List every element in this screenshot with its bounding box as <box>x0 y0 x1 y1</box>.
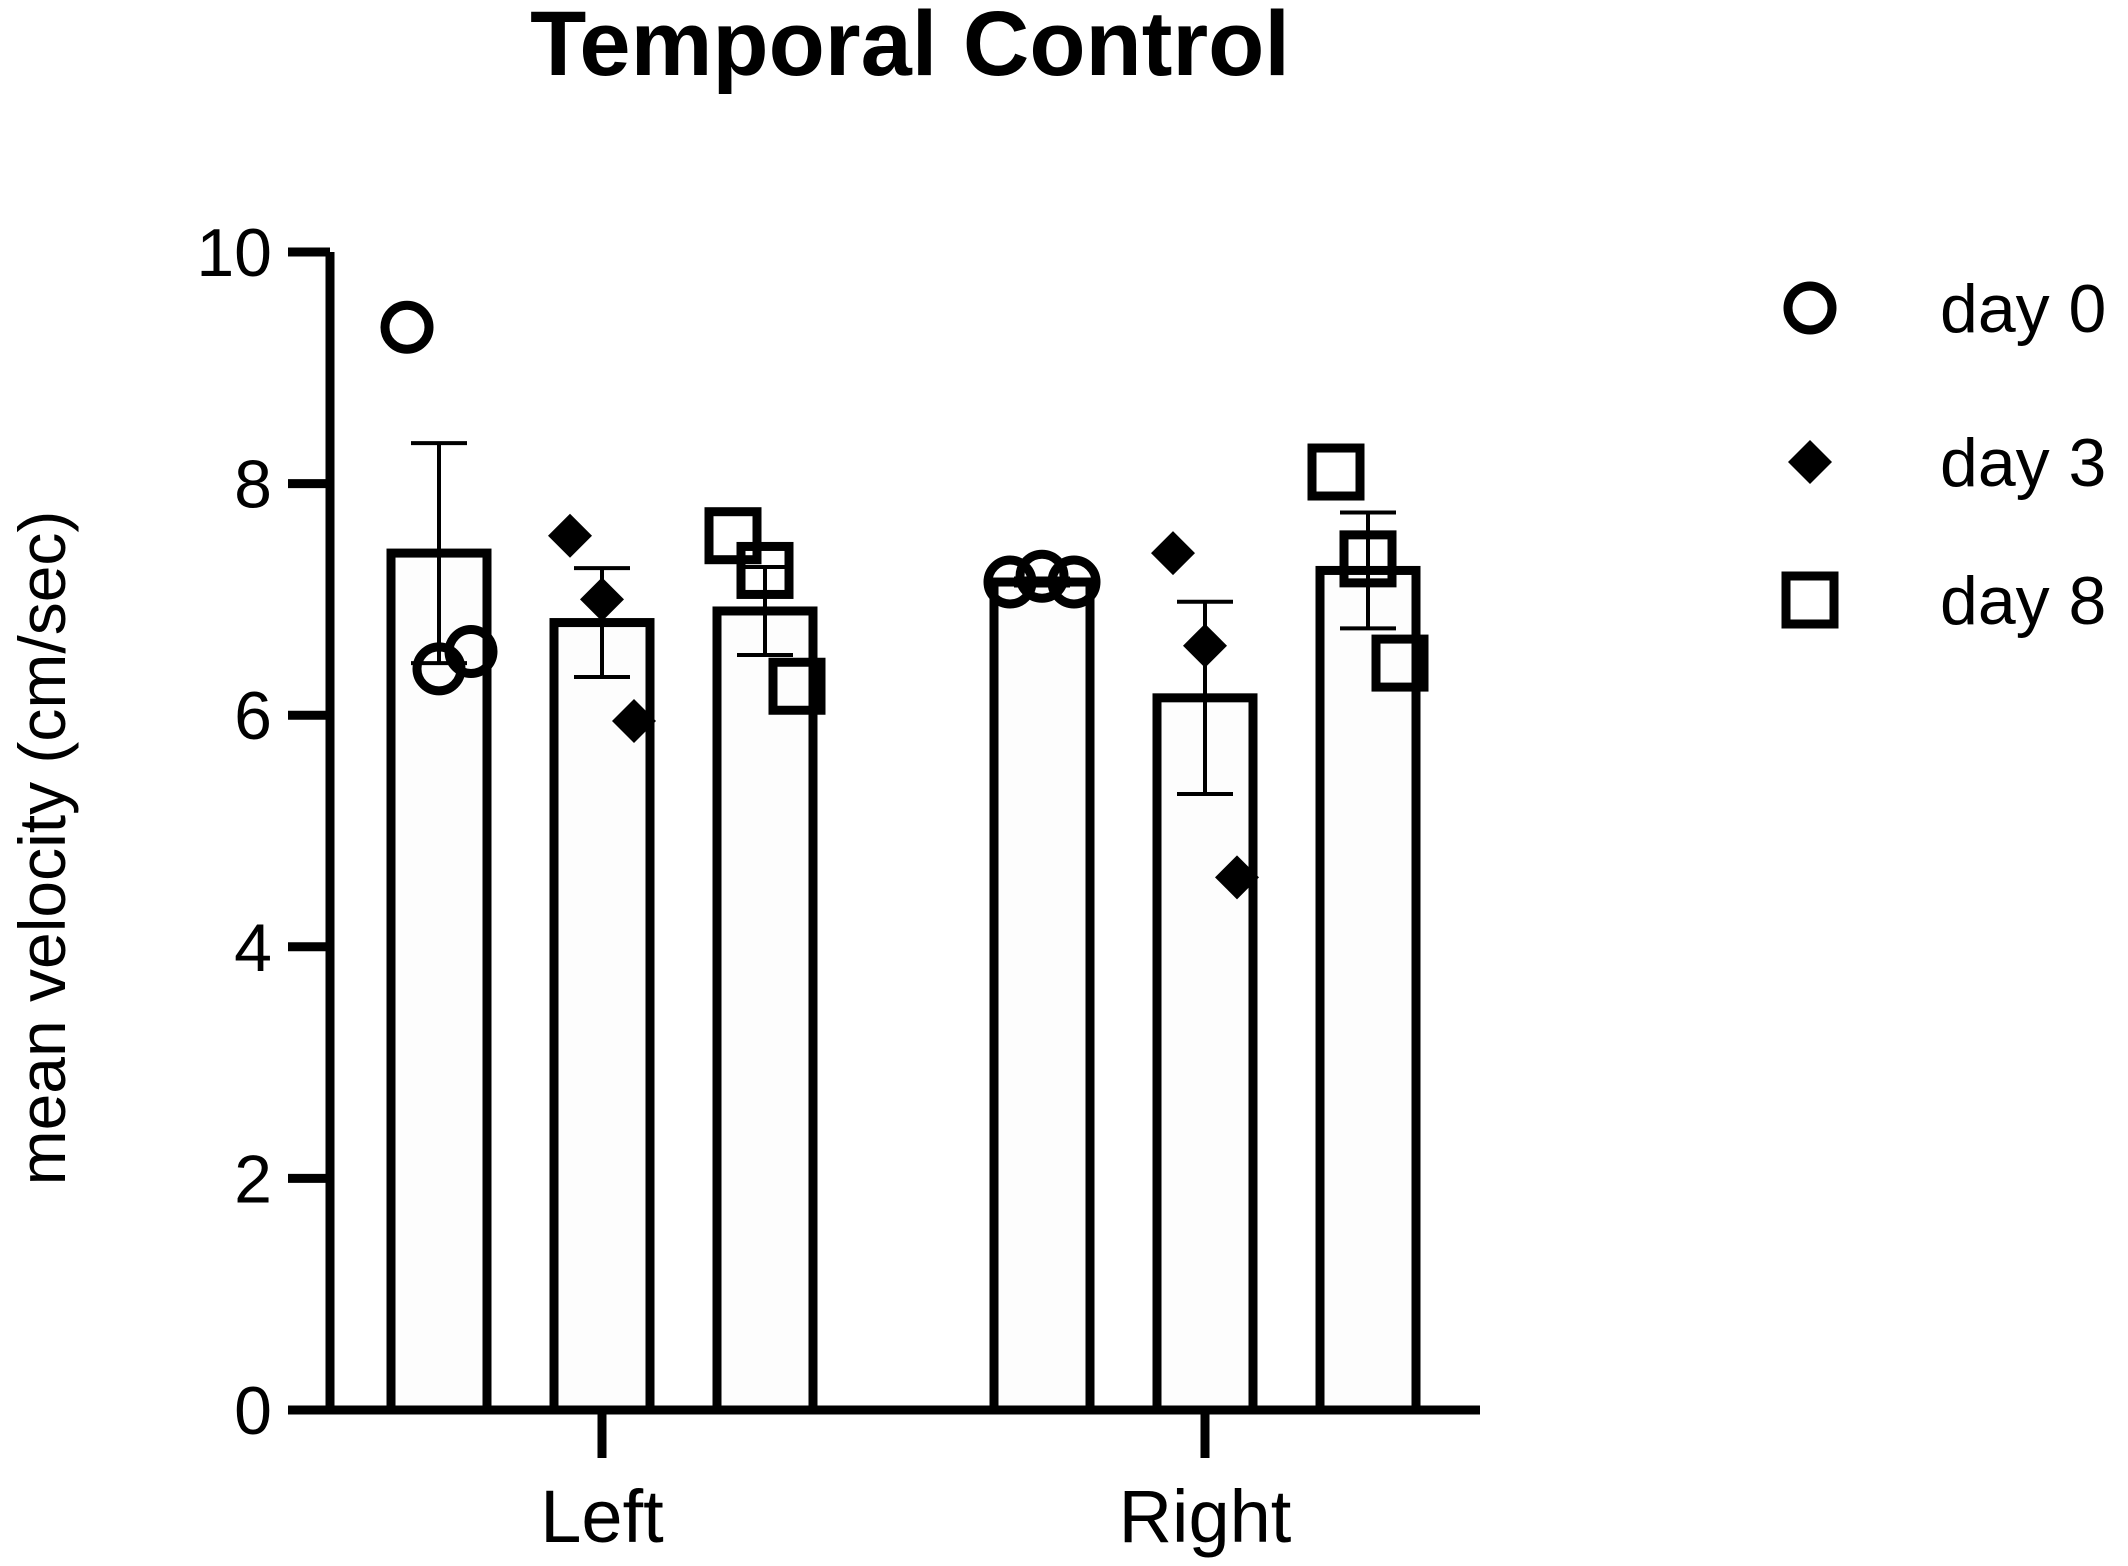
point-right-day8 <box>1339 530 1397 588</box>
bar-right-day0 <box>989 577 1095 1415</box>
bar-left-day3 <box>549 618 655 1415</box>
y-tick-label-10: 10 <box>196 215 272 291</box>
bar-right-day3 <box>1152 693 1258 1415</box>
legend-label-day3: day 3 <box>1940 425 2106 501</box>
y-tick-label-6: 6 <box>234 678 272 754</box>
legend-item-day3: day 3 <box>1788 425 2106 501</box>
legend-marker-circle-icon <box>1783 281 1837 335</box>
bar-left-day0 <box>386 548 492 1415</box>
point-left-day3 <box>612 698 656 743</box>
y-tick-label-2: 2 <box>234 1141 272 1217</box>
point-left-day0 <box>380 300 434 354</box>
point-left-day8 <box>768 657 826 715</box>
y-tick-label-0: 0 <box>234 1373 272 1449</box>
point-right-day3 <box>1215 855 1259 900</box>
point-left-day3 <box>548 513 592 558</box>
point-left-day8 <box>736 541 794 599</box>
point-right-day8 <box>1371 634 1429 692</box>
legend-marker-square-icon <box>1781 571 1839 629</box>
y-tick-label-4: 4 <box>234 910 272 986</box>
x-tick-label-left: Left <box>540 1475 664 1558</box>
point-right-day0 <box>1047 555 1101 609</box>
points-layer <box>380 300 1429 900</box>
point-right-day3 <box>1183 623 1227 668</box>
bar-right-day8 <box>1315 565 1421 1415</box>
legend-item-day0: day 0 <box>1783 271 2106 347</box>
point-right-day0 <box>983 555 1037 609</box>
axes-layer: 0 2 4 6 8 10 Left Right <box>196 215 1480 1558</box>
chart-title: Temporal Control <box>530 0 1290 95</box>
legend-label-day0: day 0 <box>1940 271 2106 347</box>
legend-marker-diamond-icon <box>1788 440 1832 484</box>
y-tick-label-8: 8 <box>234 447 272 523</box>
point-left-day3 <box>580 577 624 622</box>
bars-layer <box>386 548 1421 1415</box>
point-left-day0 <box>444 625 498 679</box>
point-right-day3 <box>1151 531 1195 576</box>
point-right-day8 <box>1307 443 1365 501</box>
error-bar-left-day8 <box>737 564 793 657</box>
point-left-day8 <box>704 507 762 565</box>
legend: day 0 day 3 day 8 <box>1781 271 2106 639</box>
bar-left-day8 <box>712 606 818 1415</box>
x-tick-label-right: Right <box>1119 1475 1292 1558</box>
legend-label-day8: day 8 <box>1940 563 2106 639</box>
legend-item-day8: day 8 <box>1781 563 2106 639</box>
point-right-day0 <box>1015 549 1069 603</box>
